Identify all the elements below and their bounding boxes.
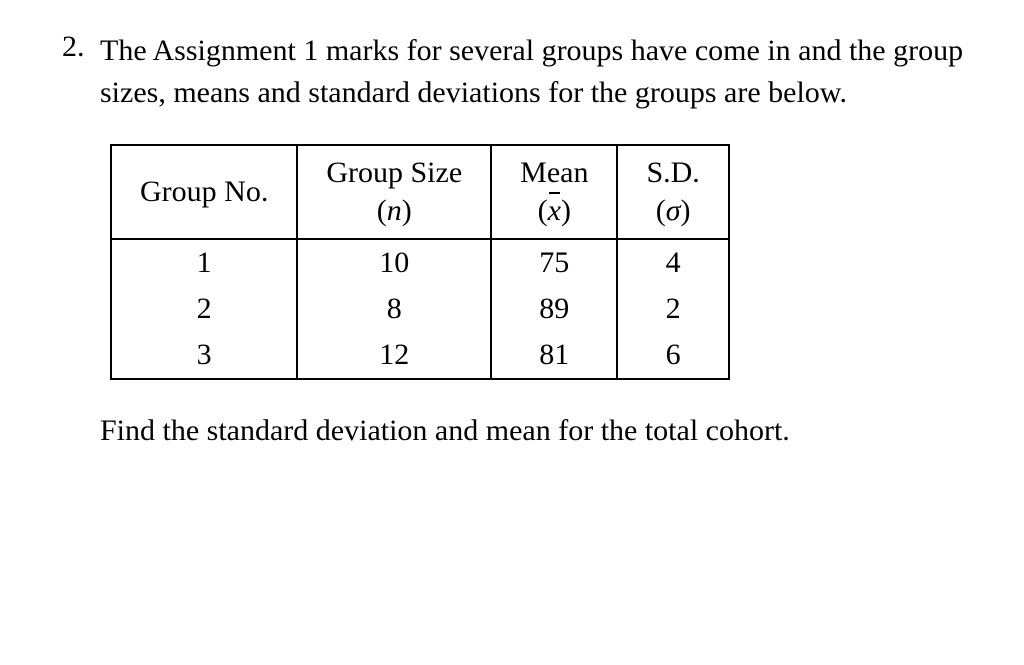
header-group-size-label: Group Size	[326, 156, 462, 190]
table-row: 1 10 75 4	[111, 239, 729, 286]
table-row: 3 12 81 6	[111, 332, 729, 379]
header-mean-symbol: (x)	[520, 194, 588, 228]
cell-size: 12	[297, 332, 491, 379]
table-row: 2 8 89 2	[111, 286, 729, 332]
table-body: 1 10 75 4 2 8 89 2 3 12 81 6	[111, 239, 729, 379]
cell-sd: 6	[617, 332, 728, 379]
header-group-size-symbol: ((n)n)	[326, 194, 462, 228]
header-group-no: Group No.	[111, 145, 297, 239]
data-table: Group No. Group Size ((n)n) Mean (x) S.D…	[110, 144, 730, 380]
problem-text: The Assignment 1 marks for several group…	[100, 30, 984, 114]
header-mean-label: Mean	[520, 156, 588, 190]
header-sd-symbol: (σ)	[646, 194, 699, 228]
closing-text: Find the standard deviation and mean for…	[100, 410, 984, 452]
problem-number: 2.	[62, 30, 85, 64]
cell-group: 3	[111, 332, 297, 379]
header-sd: S.D. (σ)	[617, 145, 728, 239]
header-mean: Mean (x)	[491, 145, 617, 239]
header-group-no-label: Group No.	[140, 175, 268, 209]
table-header: Group No. Group Size ((n)n) Mean (x) S.D…	[111, 145, 729, 239]
header-group-size: Group Size ((n)n)	[297, 145, 491, 239]
cell-sd: 4	[617, 239, 728, 286]
table-header-row: Group No. Group Size ((n)n) Mean (x) S.D…	[111, 145, 729, 239]
cell-group: 2	[111, 286, 297, 332]
cell-size: 10	[297, 239, 491, 286]
problem-container: The Assignment 1 marks for several group…	[0, 0, 1024, 482]
cell-sd: 2	[617, 286, 728, 332]
cell-group: 1	[111, 239, 297, 286]
cell-size: 8	[297, 286, 491, 332]
header-sd-label: S.D.	[646, 156, 699, 190]
cell-mean: 89	[491, 286, 617, 332]
cell-mean: 81	[491, 332, 617, 379]
cell-mean: 75	[491, 239, 617, 286]
